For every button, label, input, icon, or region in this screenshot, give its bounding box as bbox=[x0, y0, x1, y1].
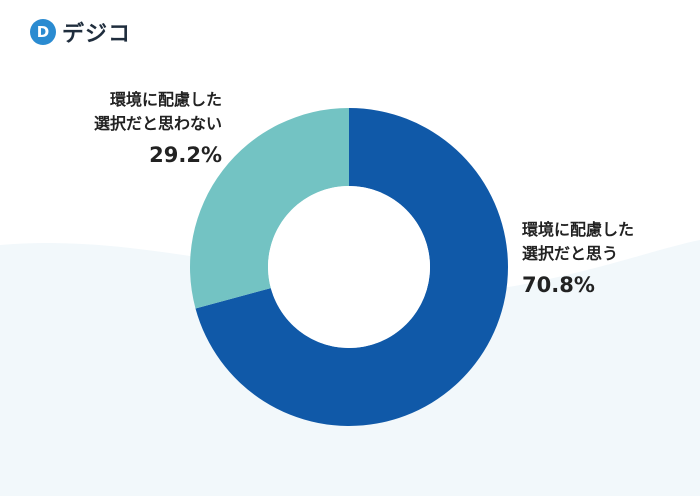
logo: D デジコ bbox=[30, 16, 131, 48]
logo-text: デジコ bbox=[62, 22, 132, 47]
donut-slice-0 bbox=[195, 108, 508, 426]
slice-label-line: 環境に配慮した bbox=[109, 90, 222, 109]
slice-label-dont-think: 環境に配慮した 選択だと思わない 29.2% bbox=[94, 88, 222, 170]
slice-label-line: 選択だと思う bbox=[522, 244, 619, 263]
logo-icon: D bbox=[30, 19, 56, 45]
slice-label-think: 環境に配慮した 選択だと思う 70.8% bbox=[522, 218, 634, 300]
slice-label-line: 環境に配慮した bbox=[522, 220, 635, 239]
donut-hole bbox=[268, 186, 430, 348]
slice-label-line: 選択だと思わない bbox=[93, 114, 222, 133]
slice-value-label: 29.2% bbox=[149, 143, 222, 167]
slice-value-label: 70.8% bbox=[522, 273, 595, 297]
donut-slice-1 bbox=[189, 108, 349, 309]
